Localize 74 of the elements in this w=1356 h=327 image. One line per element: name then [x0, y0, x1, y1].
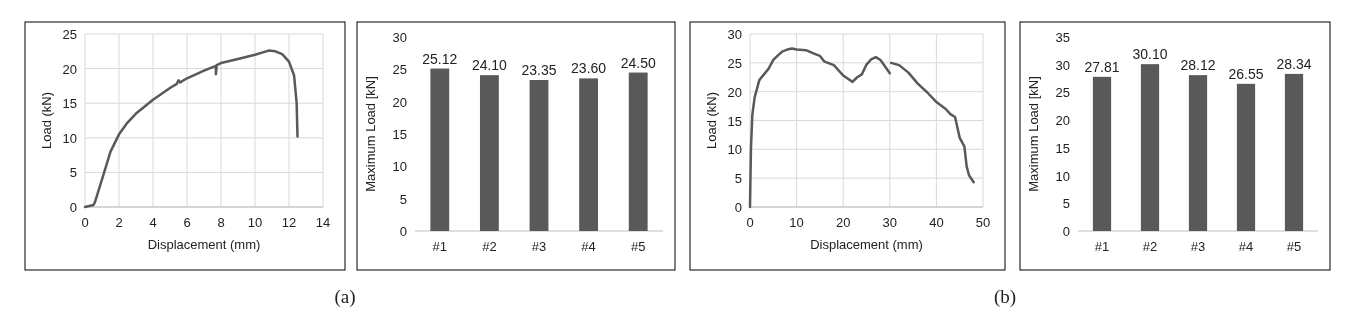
bar	[1236, 83, 1256, 231]
y-tick-label: 0	[69, 200, 77, 215]
x-tick-label: 20	[835, 215, 851, 230]
data-label: 26.55	[1228, 65, 1264, 82]
x-tick-label: #2	[1142, 239, 1158, 254]
data-label: 23.60	[571, 60, 607, 77]
y-tick-label: 25	[727, 55, 742, 71]
y-tick-label: 30	[1055, 57, 1070, 73]
x-tick-label: #4	[581, 239, 596, 254]
x-tick-label: 0	[746, 215, 754, 230]
y-tick-label: 10	[392, 159, 407, 175]
y-tick-label: 10	[727, 142, 742, 158]
x-tick-label: 4	[149, 215, 157, 230]
data-label: 28.12	[1180, 57, 1216, 74]
data-label: 28.34	[1276, 55, 1312, 72]
x-tick-label: #3	[531, 239, 547, 254]
y-tick-label: 10	[1055, 168, 1070, 184]
data-label: 27.81	[1084, 58, 1120, 75]
x-tick-label: 0	[81, 215, 89, 230]
x-tick-label: 50	[975, 215, 991, 230]
y-tick-label: 25	[392, 62, 407, 78]
x-tick-label: #4	[1238, 239, 1254, 254]
data-label: 23.35	[521, 62, 557, 78]
y-tick-label: 5	[399, 191, 407, 207]
y-tick-label: 15	[1055, 140, 1070, 156]
y-tick-label: 20	[727, 84, 742, 100]
y-tick-label: 25	[62, 27, 77, 42]
x-tick-label: #1	[1094, 239, 1110, 254]
y-axis-title: Load (kN)	[39, 91, 54, 150]
y-tick-label: 5	[69, 165, 77, 181]
y-axis-title: Maximum Load [kN]	[1026, 76, 1041, 192]
y-axis-title: Maximum Load [kN]	[363, 76, 378, 192]
text: (a)	[334, 286, 356, 308]
x-tick-label: 10	[789, 215, 804, 230]
x-tick-label: 40	[929, 215, 944, 230]
x-tick-label: 6	[183, 215, 191, 230]
y-axis-title: Load (kN)	[704, 91, 719, 150]
x-tick-label: 14	[315, 215, 331, 230]
bar	[1188, 75, 1208, 231]
x-tick-label: #5	[630, 239, 646, 254]
bar	[1140, 64, 1160, 231]
y-tick-label: 30	[392, 30, 407, 45]
data-label: 24.50	[620, 54, 656, 71]
y-tick-label: 30	[727, 27, 742, 42]
x-tick-label: #5	[1286, 239, 1302, 254]
y-tick-label: 5	[1062, 196, 1070, 212]
y-tick-label: 15	[62, 96, 77, 112]
x-tick-label: 30	[882, 215, 898, 230]
y-tick-label: 20	[392, 94, 407, 110]
line-series	[83, 49, 299, 209]
y-tick-label: 25	[1055, 85, 1070, 101]
y-tick-label: 15	[727, 113, 742, 129]
text: (b)	[993, 286, 1017, 308]
x-axis-title: Displacement (mm)	[810, 237, 923, 252]
x-tick-label: 12	[281, 215, 297, 230]
y-tick-label: 20	[62, 61, 77, 77]
x-tick-label: #1	[432, 239, 448, 254]
y-tick-label: 35	[1055, 30, 1070, 45]
x-axis-title: Displacement (mm)	[147, 237, 261, 252]
data-label: 30.10	[1132, 46, 1168, 63]
x-tick-label: 8	[217, 215, 225, 230]
x-tick-label: 10	[247, 215, 263, 230]
bar	[1284, 73, 1304, 231]
x-tick-label: #2	[482, 239, 497, 254]
data-label: 24.10	[471, 57, 508, 74]
y-tick-label: 5	[734, 171, 742, 187]
bar	[1092, 76, 1112, 231]
y-tick-label: 0	[734, 200, 742, 215]
x-tick-label: #3	[1190, 239, 1206, 254]
y-tick-label: 10	[62, 130, 77, 146]
data-label: 25.12	[422, 50, 458, 67]
x-tick-label: 2	[115, 215, 123, 230]
y-tick-label: 15	[392, 127, 407, 142]
y-tick-label: 20	[1055, 113, 1070, 129]
